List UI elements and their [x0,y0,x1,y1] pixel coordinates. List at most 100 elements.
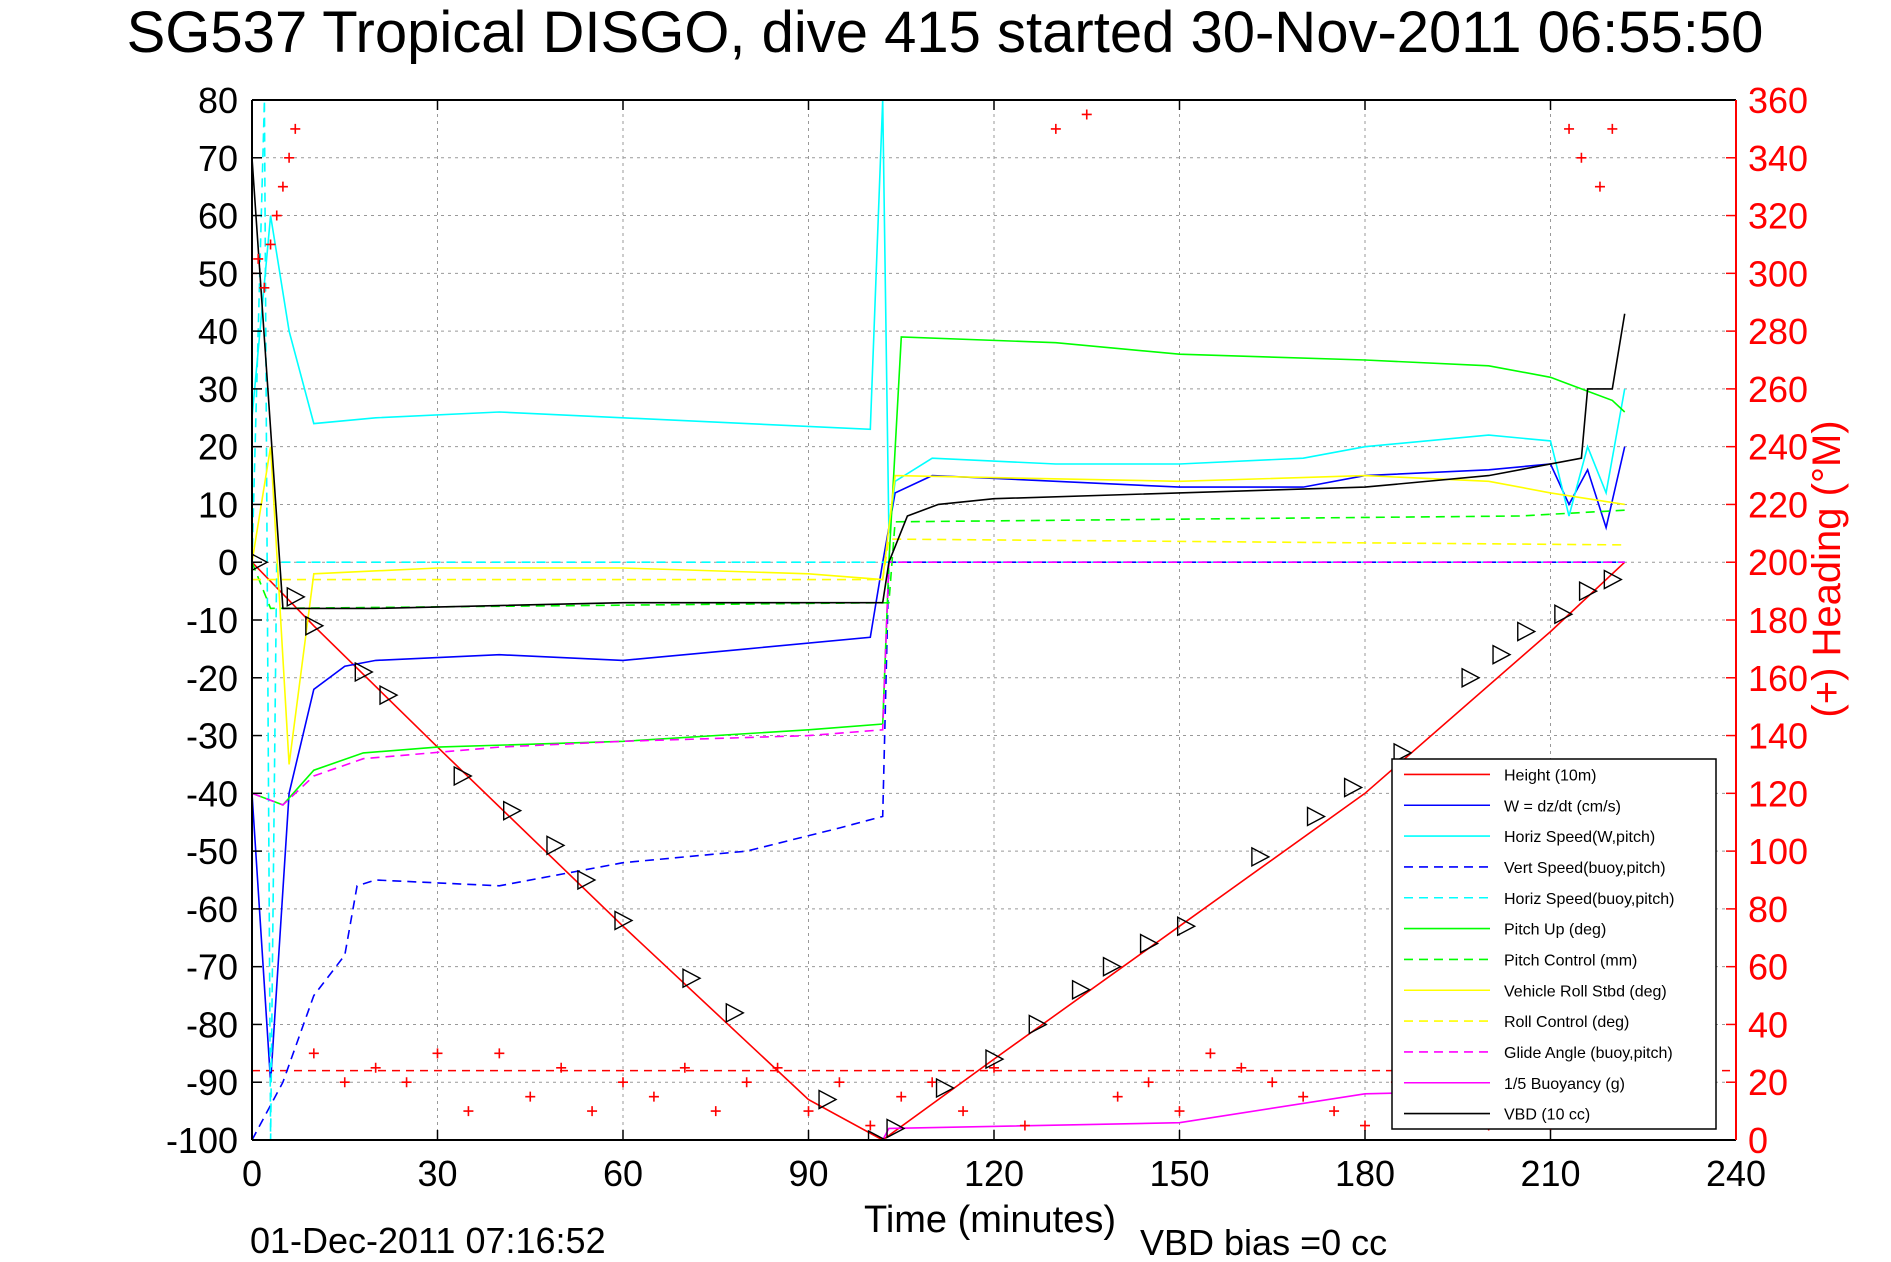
chart-title: SG537 Tropical DISGO, dive 415 started 3… [127,0,1764,65]
heading-point [265,239,276,250]
height-marker [1603,569,1623,590]
y-tick-label-left: -70 [186,947,238,988]
heading-point [803,1106,814,1117]
legend-label: Vehicle Roll Stbd (deg) [1504,983,1667,1000]
y-tick-label-right: 200 [1748,542,1808,583]
heading-point [865,1120,876,1131]
y-tick-label-right: 280 [1748,311,1808,352]
y-tick-label-left: -100 [166,1120,238,1161]
y-tick-label-left: 50 [198,253,238,294]
legend-label: VBD (10 cc) [1504,1107,1590,1124]
heading-point [1564,123,1575,134]
legend-label: 1/5 Buoyancy (g) [1504,1076,1625,1093]
height-marker [985,1048,1005,1070]
height-marker [379,684,399,706]
y-tick-label-left: -10 [186,600,238,641]
heading-point [1360,1120,1370,1131]
y-tick-label-left: -40 [186,773,238,814]
legend-label: Glide Angle (buoy,pitch) [1504,1045,1673,1062]
legend-label: Vert Speed(buoy,pitch) [1504,860,1666,877]
y-tick-label-right: 180 [1748,600,1808,641]
heading-point [1607,123,1618,134]
heading-point [772,1062,783,1073]
x-tick-label: 210 [1520,1153,1580,1194]
y-tick-label-right: 360 [1748,80,1808,121]
heading-point [648,1091,659,1102]
series-layer [252,100,1736,1140]
height-marker [503,800,523,821]
heading-point [1143,1077,1154,1088]
height-marker [1578,580,1599,602]
height-marker [1176,916,1197,937]
heading-point [277,181,288,192]
legend-label: Pitch Control (mm) [1504,952,1637,969]
heading-point [587,1106,598,1117]
height-marker [818,1089,838,1110]
height-marker [1492,644,1512,665]
y-tick-label-right: 220 [1748,484,1808,525]
x-tick-label: 90 [788,1153,828,1194]
height-marker [546,835,566,856]
y-tick-label-left: 60 [198,196,238,237]
series-horiz-speed-buoy-pitch [252,100,1625,1140]
heading-point [1174,1106,1185,1117]
y-tick-label-left: 40 [198,311,238,352]
height-marker [682,968,702,989]
x-tick-label: 120 [964,1153,1024,1194]
legend-label: Pitch Up (deg) [1504,922,1606,939]
y-tick-label-right: 80 [1748,889,1788,930]
y-tick-label-right: 40 [1748,1004,1788,1045]
height-marker [1554,604,1574,625]
height-marker [867,1129,888,1140]
height-marker [1139,933,1160,954]
heading-point [1576,152,1587,163]
heading-point [432,1048,443,1059]
heading-point [253,253,264,264]
y-tick-label-right: 300 [1748,253,1808,294]
y-tick-label-left: -30 [186,716,238,757]
heading-point [958,1106,969,1117]
height-marker [1343,777,1364,798]
height-marker [1028,1014,1048,1035]
heading-point [927,1077,938,1088]
height-marker [453,765,473,787]
height-marker [1517,621,1537,642]
height-marker [1306,806,1327,827]
heading-point [339,1077,350,1088]
heading-point [1081,109,1092,120]
height-marker [725,1002,745,1024]
height-marker [1461,667,1481,688]
x-axis-label: Time (minutes) [864,1199,1116,1241]
height-marker [1071,979,1092,1000]
height-marker [886,1118,906,1139]
height-marker [305,615,325,636]
heading-point [618,1077,628,1088]
y-tick-label-right: 140 [1748,716,1808,757]
y-tick-label-left: -50 [186,831,238,872]
grid [252,100,1736,1140]
x-tick-label: 180 [1335,1153,1395,1194]
heading-point [1329,1106,1340,1117]
heading-point [1112,1091,1123,1102]
heading-point [308,1048,319,1059]
heading-point [1050,123,1061,134]
height-marker [614,910,634,931]
y-tick-label-left: 30 [198,369,238,410]
x-tick-label: 0 [242,1153,262,1194]
footer-vbd-bias: VBD bias =0 cc [1140,1222,1387,1262]
legend-label: Height (10m) [1504,767,1596,784]
height-marker [1251,846,1271,868]
y-tick-label-left: -90 [186,1062,238,1103]
height-marker [354,661,374,683]
y-tick-label-right: 20 [1748,1062,1788,1103]
y-tick-label-right: 60 [1748,947,1788,988]
legend-label: Horiz Speed(W,pitch) [1504,829,1655,846]
heading-point [710,1106,721,1117]
y-tick-label-left: 70 [198,138,238,179]
y-tick-label-left: -60 [186,889,238,930]
heading-point [525,1091,536,1102]
heading-point [556,1062,567,1073]
x-tick-label: 150 [1149,1153,1209,1194]
heading-point [290,123,301,134]
